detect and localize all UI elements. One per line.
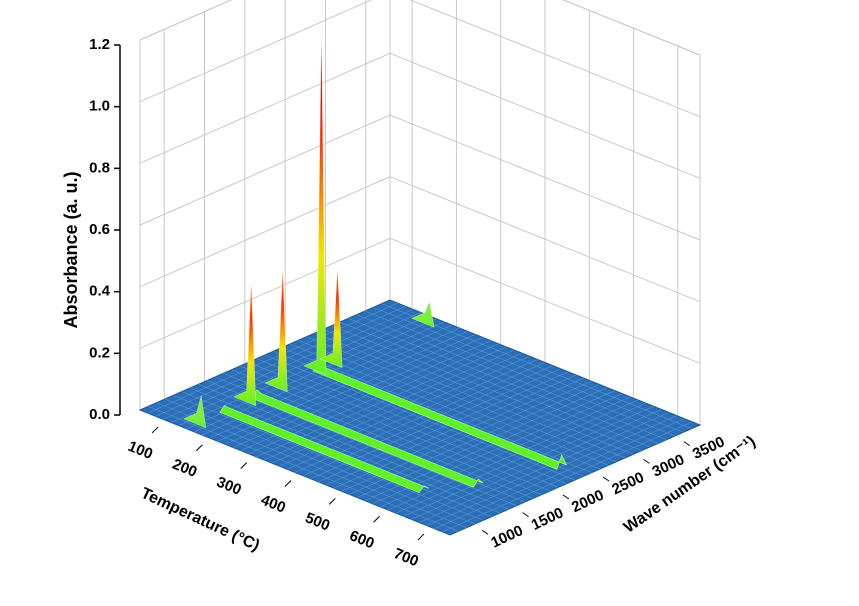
grid-line: [139, 176, 701, 303]
x-tick-label: 400: [258, 491, 288, 516]
x-tick-label: 100: [126, 438, 156, 463]
z-tick-label: 1.0: [89, 98, 110, 115]
y-tick: [643, 458, 650, 464]
mesh-line: [348, 318, 659, 444]
ridge: [251, 389, 484, 488]
y-tick-label: 1000: [488, 522, 525, 552]
x-tick: [328, 498, 336, 505]
mesh-line: [223, 373, 534, 499]
grid-line: [139, 0, 701, 118]
mesh-line: [323, 329, 634, 455]
x-tick: [151, 426, 159, 434]
mesh-line: [281, 347, 592, 473]
x-tick: [240, 462, 248, 469]
mesh-line: [206, 380, 517, 506]
mesh-line: [164, 398, 476, 525]
mesh-line: [364, 310, 676, 437]
mesh-line: [231, 369, 542, 495]
mesh-line: [339, 321, 651, 448]
mesh-line: [256, 358, 567, 484]
x-tick-label: 200: [170, 456, 200, 481]
x-axis-title: Temperature (°C): [138, 485, 262, 555]
y-tick-label: 3000: [650, 451, 687, 481]
peak: [319, 267, 343, 368]
grid-line: [139, 52, 701, 179]
x-tick-label: 500: [303, 509, 333, 534]
peak: [233, 281, 256, 406]
mesh-line: [331, 325, 642, 451]
x-tick-label: 600: [347, 527, 377, 552]
y-tick: [522, 512, 529, 518]
peak: [303, 34, 327, 376]
mesh-line: [198, 384, 509, 510]
y-tick: [481, 529, 489, 535]
peak: [411, 300, 435, 328]
y-tick-label: 2500: [609, 469, 646, 499]
x-tick-label: 300: [214, 474, 244, 499]
x-tick: [284, 480, 292, 487]
y-tick: [683, 441, 691, 447]
mesh-line: [189, 387, 501, 514]
z-tick-label: 0.6: [89, 221, 110, 238]
mesh-line: [148, 406, 459, 532]
x-tick: [196, 444, 203, 452]
x-tick-label: 700: [391, 545, 421, 570]
y-tick-label: 1500: [529, 504, 566, 534]
mesh-line: [264, 354, 576, 481]
mesh-line: [248, 362, 559, 488]
grid-line: [139, 114, 701, 241]
y-tick: [562, 494, 570, 500]
y-tick-label: 2000: [569, 487, 606, 517]
mesh-line: [298, 340, 609, 466]
mesh-line: [239, 365, 551, 492]
peak: [264, 267, 288, 393]
peak: [183, 395, 206, 428]
z-tick-label: 0.4: [89, 283, 111, 300]
mesh-line: [356, 314, 667, 440]
mesh-line: [306, 336, 617, 462]
ridge: [219, 405, 429, 493]
mesh-line: [314, 332, 626, 459]
y-tick: [602, 476, 610, 482]
mesh-line: [373, 307, 684, 433]
x-tick: [373, 515, 380, 523]
x-tick: [417, 533, 425, 541]
mesh-line: [156, 402, 467, 528]
z-tick-label: 1.2: [89, 36, 110, 53]
z-tick-label: 0.8: [89, 159, 110, 176]
z-axis-title: Absorbance (a. u.): [61, 171, 81, 328]
z-tick-label: 0.2: [89, 344, 110, 361]
mesh-line: [173, 395, 484, 521]
grid-line: [139, 237, 701, 364]
z-tick-label: 0.0: [89, 406, 110, 423]
grid-line: [139, 0, 701, 56]
